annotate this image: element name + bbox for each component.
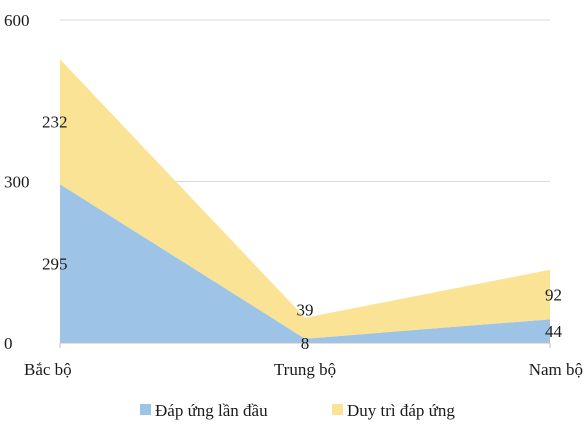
x-tick-label-3: Nam bộ	[529, 360, 583, 379]
legend-label-2: Duy trì đáp ứng	[347, 401, 455, 420]
data-label-s2-2: 39	[297, 301, 314, 320]
x-tick-label-2: Trung bộ	[274, 360, 336, 379]
y-tick-label-600: 600	[4, 11, 30, 30]
legend-label-1: Đáp ứng lần đầu	[155, 401, 268, 420]
data-label-s2-3: 92	[545, 286, 562, 305]
x-tick-label-1: Bắc bộ	[24, 360, 72, 379]
y-tick-label-0: 0	[4, 334, 13, 353]
data-label-s2-1: 232	[42, 113, 68, 132]
y-tick-label-300: 300	[4, 173, 30, 192]
area-series-2	[60, 59, 550, 339]
data-label-s1-1: 295	[42, 255, 68, 274]
legend-swatch-2	[332, 404, 343, 415]
data-label-s1-2: 8	[301, 334, 310, 353]
legend-swatch-1	[140, 404, 151, 415]
area-series-1	[60, 184, 550, 343]
data-label-s1-3: 44	[545, 322, 563, 341]
